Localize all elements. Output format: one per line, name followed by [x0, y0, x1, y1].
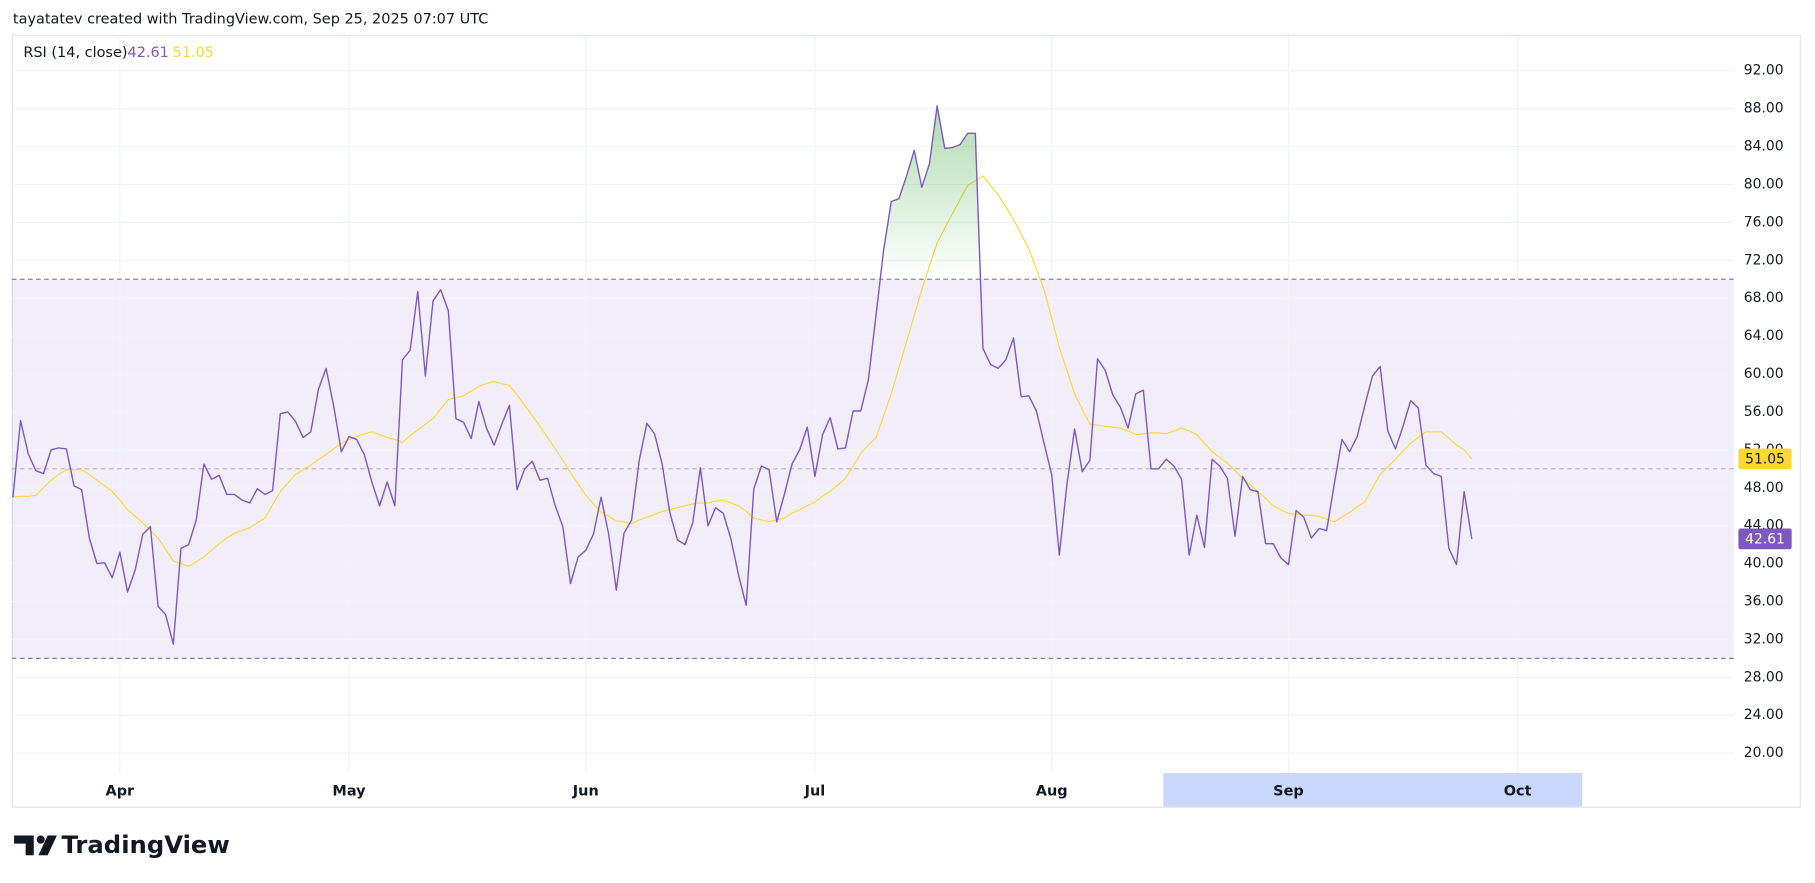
y-tick-label: 76.00	[1744, 214, 1784, 230]
logo-dot	[36, 835, 45, 844]
legend-label: RSI (14, close)	[23, 45, 127, 61]
logo-slash	[38, 835, 57, 856]
y-tick-label: 32.00	[1744, 631, 1784, 647]
x-axis-highlight	[1163, 773, 1583, 807]
x-tick-label: Jul	[804, 784, 826, 800]
y-tick-label: 84.00	[1744, 139, 1784, 155]
last-value-label: 51.05	[1745, 451, 1785, 467]
y-tick-label: 56.00	[1744, 404, 1784, 420]
overbought-fill	[880, 105, 981, 280]
x-tick-label: Apr	[106, 784, 136, 800]
x-tick-label: Jun	[572, 784, 599, 800]
y-tick-label: 36.00	[1744, 594, 1784, 610]
plot: Apr May Jun Jul Aug Sep Oct 20.00 24.00 28.00 32.0…	[11, 35, 1792, 800]
y-tick-label: 48.00	[1744, 480, 1784, 496]
x-tick-label: Sep	[1273, 784, 1304, 800]
y-tick-label: 80.00	[1744, 176, 1784, 192]
chart-frame	[11, 34, 1801, 808]
logo-t	[14, 835, 34, 856]
y-tick-label: 88.00	[1744, 101, 1784, 117]
last-value-badge	[1738, 528, 1792, 550]
y-tick-label: 64.00	[1744, 328, 1784, 344]
y-tick-label: 20.00	[1744, 745, 1784, 761]
y-tick-label: 24.00	[1744, 707, 1784, 723]
y-tick-label: 72.00	[1744, 252, 1784, 268]
series-line	[12, 175, 1473, 568]
x-tick-label: May	[332, 784, 366, 800]
series-line	[12, 105, 1473, 645]
y-tick-label: 60.00	[1744, 366, 1784, 382]
last-value-label: 42.61	[1745, 531, 1785, 547]
legend-value: 42.61	[127, 45, 168, 61]
brand: TradingView	[62, 830, 230, 859]
y-tick-label: 28.00	[1744, 669, 1784, 685]
x-tick-label: Oct	[1504, 784, 1532, 800]
y-tick-label: 68.00	[1744, 290, 1784, 306]
y-tick-label: 92.00	[1744, 63, 1784, 79]
y-tick-label: 40.00	[1744, 556, 1784, 572]
header: tayatatev created with TradingView.com, …	[13, 12, 488, 28]
legend-value: 51.05	[173, 45, 214, 61]
x-tick-label: Aug	[1036, 784, 1068, 800]
brand-logo	[14, 835, 57, 856]
last-value-badge	[1738, 448, 1792, 470]
